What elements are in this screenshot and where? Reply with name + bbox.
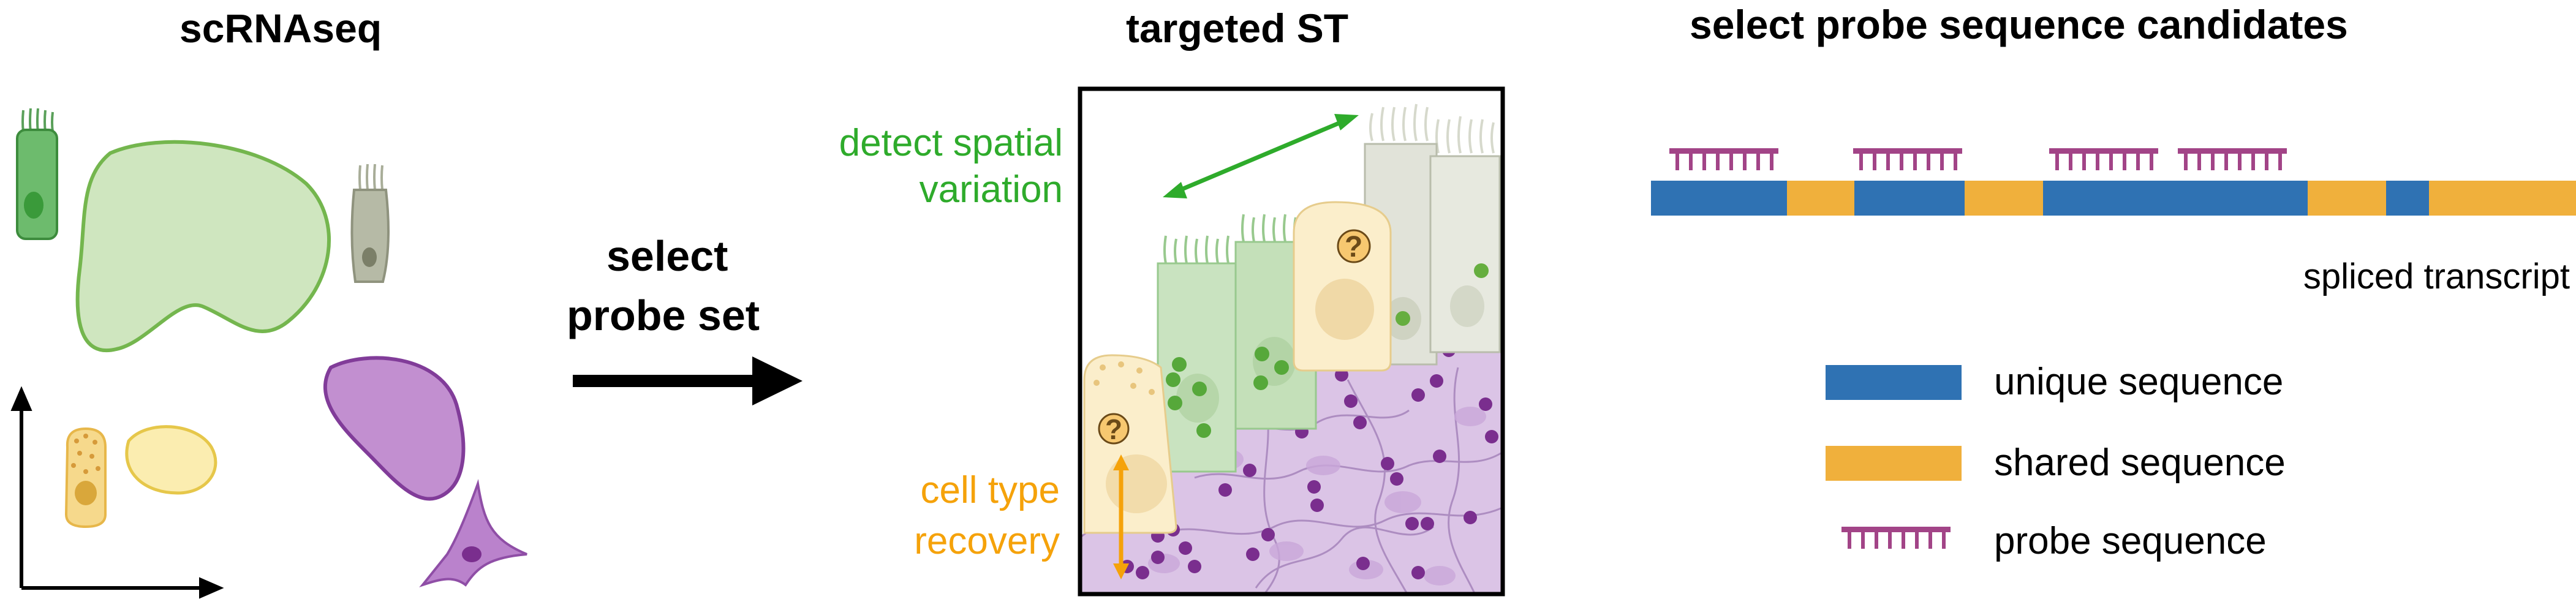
- grey-epithelial-cells: [1364, 104, 1501, 366]
- grey-columnar-cell: [350, 164, 390, 283]
- large-green-cell: [75, 140, 331, 352]
- arrow-label-select: select: [606, 232, 728, 280]
- spatial-variation-arrow: [1163, 114, 1359, 198]
- tissue-box: [1078, 86, 1505, 597]
- yellow-unknown-cell-bottom: [1083, 354, 1177, 534]
- legend-shared-label: shared sequence: [1994, 442, 2286, 484]
- probe-2: [1853, 148, 1962, 170]
- legend-unique-label: unique sequence: [1994, 361, 2284, 403]
- scrnaseq-title: scRNAseq: [179, 6, 382, 51]
- tissue-frame: [1078, 86, 1505, 597]
- targeted-st-title: targeted ST: [1126, 6, 1349, 51]
- cell-recovery-label-2: recovery: [914, 520, 1060, 562]
- spatial-variation-label-1: detect spatial: [839, 122, 1063, 164]
- purple-fibroblast-cell: [419, 479, 527, 588]
- yellow-oval-cell: [125, 425, 217, 495]
- purple-blob-cell: [323, 356, 466, 501]
- spliced-transcript-label: spliced transcript: [2303, 257, 2570, 296]
- transcript-bar: [1651, 181, 2576, 216]
- yellow-unknown-cell-top: [1293, 201, 1392, 372]
- legend-shared-swatch: [1826, 446, 1962, 481]
- question-mark-bottom: ?: [1105, 413, 1123, 445]
- green-columnar-cell: [16, 108, 58, 240]
- select-probe-arrow: [573, 356, 803, 405]
- probe-marks: [1669, 148, 2287, 170]
- green-epithelial-cells: [1157, 214, 1317, 473]
- question-mark-top: ?: [1345, 231, 1363, 263]
- arrow-label-probe-set: probe set: [567, 292, 760, 339]
- legend-probe-label: probe sequence: [1994, 520, 2267, 562]
- probe-3: [2049, 148, 2158, 170]
- probe-candidates-title: select probe sequence candidates: [1690, 2, 2348, 47]
- cell-recovery-arrow: [1113, 454, 1129, 579]
- spatial-variation-label-2: variation: [919, 168, 1063, 211]
- embedding-axes: [10, 386, 224, 599]
- cell-recovery-label-1: cell type: [920, 469, 1060, 511]
- scrnaseq-cells: [10, 108, 527, 599]
- legend-probe-swatch: [1841, 527, 1951, 549]
- yellow-secretory-cell: [64, 427, 107, 529]
- legend-unique-swatch: [1826, 365, 1962, 400]
- probe-4: [2178, 148, 2287, 170]
- probe-1: [1669, 148, 1778, 170]
